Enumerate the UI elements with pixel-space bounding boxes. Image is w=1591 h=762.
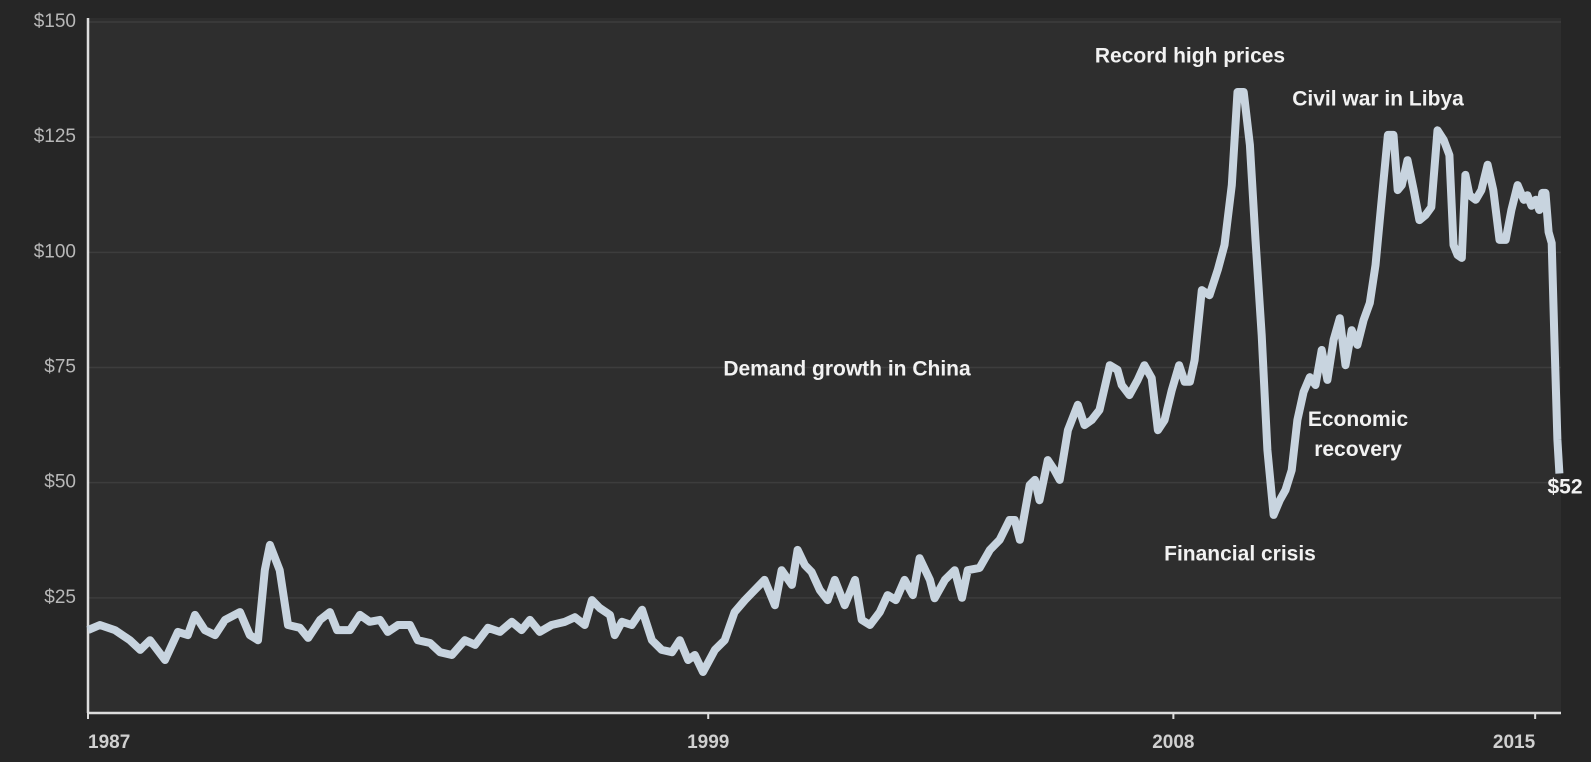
x-tick-label: 2015 — [1493, 732, 1536, 753]
x-tick-label: 2008 — [1152, 732, 1194, 753]
x-tick-label: 1999 — [687, 732, 729, 753]
y-tick-label: $50 — [44, 472, 76, 493]
annotation: Demand growth in China — [723, 358, 971, 381]
y-tick-label: $125 — [34, 126, 76, 147]
price-line — [86, 88, 1564, 676]
y-tick-label: $150 — [34, 11, 76, 32]
annotation: Economic recovery — [1308, 408, 1409, 461]
y-tick-label: $75 — [44, 357, 76, 378]
annotation-line: recovery — [1314, 438, 1402, 461]
annotation-line: Economic — [1308, 408, 1409, 431]
annotation: Financial crisis — [1164, 543, 1316, 566]
annotation: Record high prices — [1095, 45, 1285, 68]
y-tick-label: $100 — [34, 241, 76, 262]
x-tick-label: 1987 — [88, 732, 130, 753]
y-tick-label: $25 — [44, 587, 76, 608]
annotation: $52 — [1547, 476, 1582, 499]
annotation: Civil war in Libya — [1292, 88, 1464, 111]
